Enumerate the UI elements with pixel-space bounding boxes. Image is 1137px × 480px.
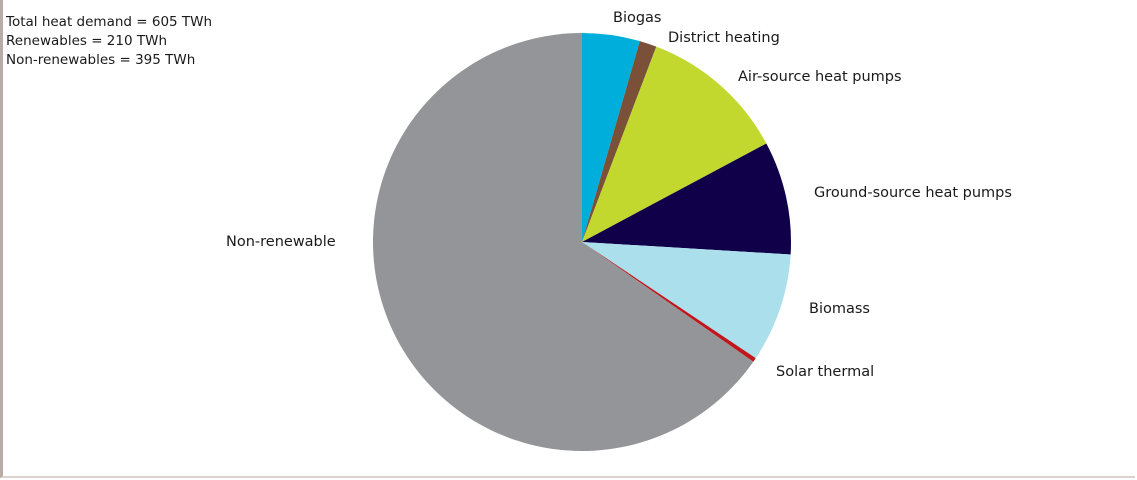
total-heat-demand-text: Total heat demand = 605 TWh: [6, 14, 213, 30]
pie-slice-district-heating: [582, 41, 657, 242]
pie-slice-air-source-heat-pumps: [582, 46, 767, 242]
summary-box: Total heat demand = 605 TWh Renewables =…: [6, 13, 212, 70]
non-renewables-text: Non-renewables = 395 TWh: [6, 52, 196, 68]
slice-label-solar-thermal: Solar thermal: [776, 364, 874, 380]
renewables-text: Renewables = 210 TWh: [6, 33, 168, 49]
slice-label-air-source-heat-pumps: Air-source heat pumps: [738, 69, 902, 85]
slice-label-non-renewable: Non-renewable: [226, 234, 336, 250]
pie-slice-biogas: [582, 33, 640, 242]
slice-label-district-heating: District heating: [668, 30, 780, 46]
slice-label-biomass: Biomass: [809, 301, 870, 317]
pie-slice-ground-source-heat-pumps: [582, 143, 792, 255]
slice-label-ground-source-heat-pumps: Ground-source heat pumps: [814, 185, 1012, 201]
pie-slice-solar-thermal: [582, 242, 756, 362]
pie-slice-biomass: [582, 242, 791, 359]
slice-label-biogas: Biogas: [613, 10, 662, 26]
pie-slice-non-renewable: [372, 33, 754, 451]
